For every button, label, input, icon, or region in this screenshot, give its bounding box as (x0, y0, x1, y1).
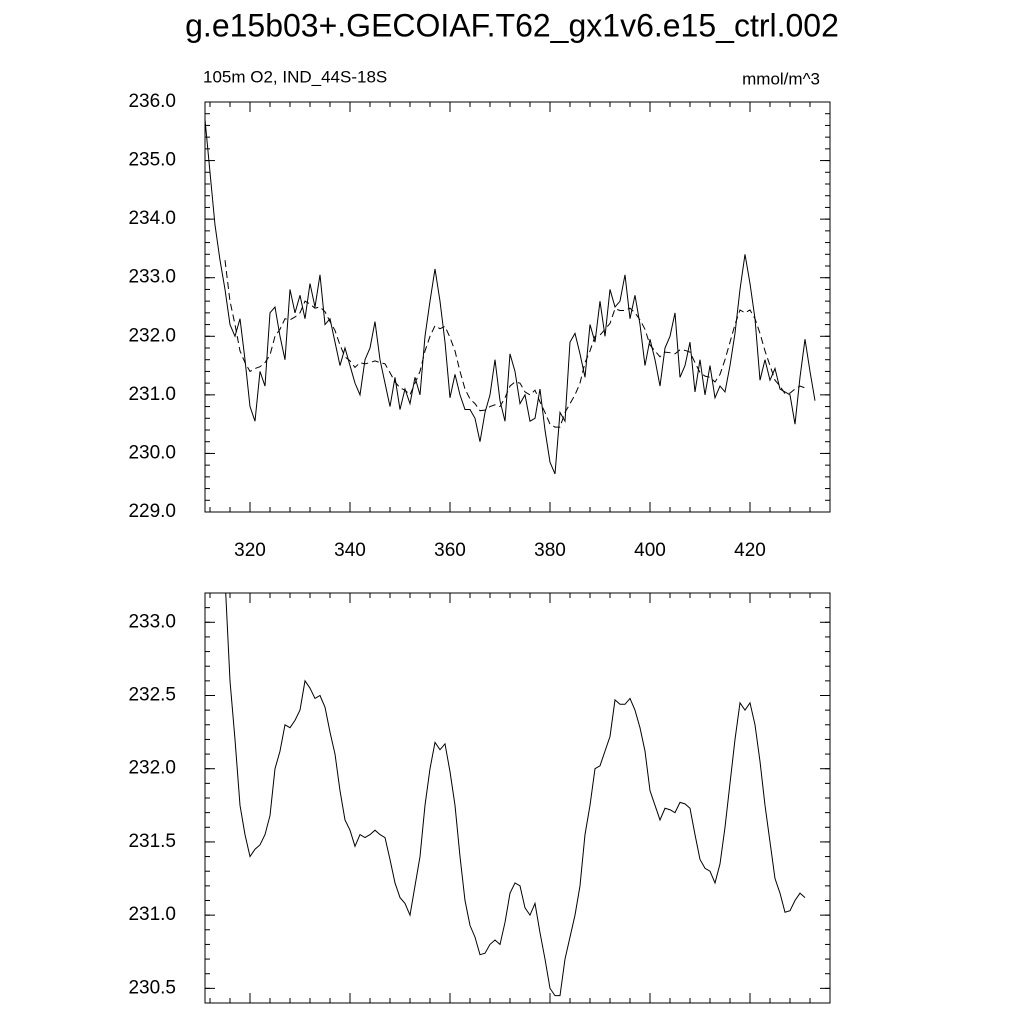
data-line (205, 119, 816, 475)
y-tick-label: 236.0 (128, 91, 176, 112)
y-tick-label: 233.0 (128, 611, 176, 632)
x-tick-label: 380 (534, 540, 566, 561)
y-tick-label: 230.0 (128, 442, 176, 463)
x-tick-label: 400 (634, 540, 666, 561)
y-tick-label: 230.5 (128, 977, 176, 998)
x-tick-label: 360 (434, 540, 466, 561)
y-tick-label: 232.0 (128, 758, 176, 779)
subtitle: 105m O2, IND_44S-18S (203, 67, 387, 86)
plot-frame (204, 592, 831, 1004)
y-tick-label: 231.5 (128, 831, 176, 852)
y-tick-label: 232.5 (128, 685, 176, 706)
y-tick-label: 231.0 (128, 904, 176, 925)
y-tick-label: 232.0 (128, 325, 176, 346)
figure-title: g.e15b03+.GECOIAF.T62_gx1v6.e15_ctrl.002 (185, 7, 839, 43)
x-tick-label: 320 (234, 540, 266, 561)
data-line (224, 260, 806, 428)
x-tick-label: 420 (734, 540, 766, 561)
y-tick-label: 233.0 (128, 267, 176, 288)
y-tick-label: 229.0 (128, 501, 176, 522)
y-tick-label: 234.0 (128, 208, 176, 229)
plot-frame (204, 101, 831, 513)
y-tick-label: 235.0 (128, 150, 176, 171)
units: mmol/m^3 (742, 69, 820, 88)
data-line (225, 593, 806, 997)
x-tick-label: 340 (334, 540, 366, 561)
y-tick-label: 231.0 (128, 384, 176, 405)
